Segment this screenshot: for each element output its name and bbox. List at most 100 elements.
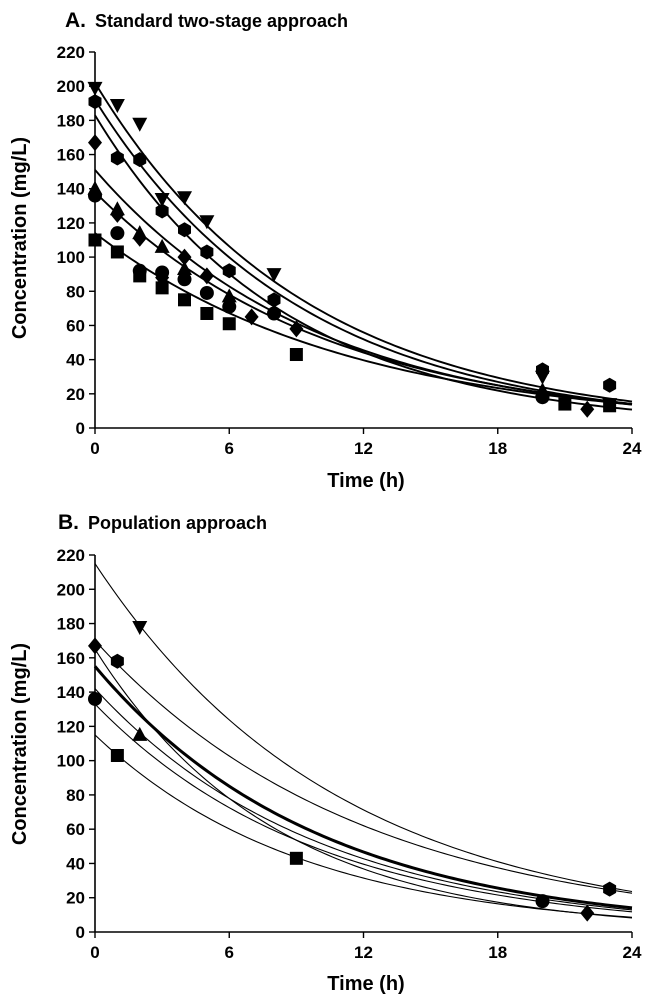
panel-b-population-fit-curve <box>93 665 633 910</box>
panel-a-point-triangle-up <box>154 238 170 253</box>
panel-a-y-tick-label: 0 <box>76 419 85 438</box>
panel-a-point-circle <box>535 390 550 405</box>
panel-a-point-square <box>603 399 617 413</box>
panel-a-x-axis-label: Time (h) <box>327 470 404 492</box>
panel-b-y-tick-label: 60 <box>66 820 85 839</box>
panel-b-y-tick-label: 0 <box>76 923 85 942</box>
panel-a-point-hexagon <box>155 203 169 219</box>
panel-a-point-square <box>110 245 124 259</box>
panel-a-point-diamond <box>244 308 259 326</box>
panel-b-population: B. Population approach Time (h) Concentr… <box>9 511 642 994</box>
panel-a-fit-curve-diamond <box>94 114 633 411</box>
panel-a-point-hexagon <box>536 362 549 378</box>
panel-b-point-circle <box>535 894 550 909</box>
panel-a-point-circle <box>267 306 281 321</box>
panel-b-y-tick-label: 120 <box>57 717 85 736</box>
panel-a-point-square <box>222 317 236 331</box>
panel-a-y-tick-label: 100 <box>57 248 85 267</box>
panel-a-point-square <box>558 397 572 411</box>
panel-a-x-tick-label: 24 <box>623 439 642 458</box>
panel-a-point-diamond <box>289 320 304 338</box>
panel-a-point-circle <box>110 226 125 241</box>
panel-a-point-square <box>289 348 303 362</box>
panel-a-y-tick-label: 60 <box>66 316 85 335</box>
panel-a-y-tick-label: 80 <box>66 282 85 301</box>
panel-b-y-tick-label: 160 <box>57 649 85 668</box>
panel-b-y-tick-label: 180 <box>57 615 85 634</box>
panel-a-y-tick-label: 200 <box>57 77 85 96</box>
panel-b-fit-curve-triangle-up <box>94 688 633 911</box>
panel-a-y-tick-label: 160 <box>57 146 85 165</box>
panel-a-y-tick-label: 220 <box>57 43 85 62</box>
panel-b-letter: B. <box>58 511 79 534</box>
panel-a-point-hexagon <box>133 152 147 168</box>
panel-a-point-triangle-down <box>177 191 192 206</box>
panel-a-point-triangle-down <box>266 268 282 283</box>
panel-b-y-tick-label: 200 <box>57 580 85 599</box>
panel-a-point-square <box>88 233 102 247</box>
panel-b-point-diamond <box>580 904 595 922</box>
panel-b-x-tick-label: 12 <box>354 943 373 962</box>
panel-a-point-triangle-up <box>132 225 148 240</box>
panel-a-point-hexagon <box>88 94 102 110</box>
panel-a-point-hexagon <box>267 292 281 308</box>
panel-b-y-tick-label: 140 <box>57 683 85 702</box>
panel-b-y-tick-label: 40 <box>66 854 85 873</box>
panel-b-fit-curve-circle <box>94 703 633 913</box>
panel-b-x-tick-label: 6 <box>225 943 234 962</box>
panel-b-fit-curve-square <box>94 734 633 918</box>
panel-a-point-diamond <box>199 267 214 285</box>
panel-a-point-triangle-down <box>199 215 215 230</box>
panel-a-y-tick-label: 120 <box>57 214 85 233</box>
panel-a-fit-curve-square <box>94 232 633 406</box>
panel-b-y-tick-label: 80 <box>66 786 85 805</box>
panel-a-point-triangle-up <box>109 201 125 216</box>
panel-b-point-hexagon <box>603 881 617 897</box>
panel-a-y-axis-label: Concentration (mg/L) <box>9 137 31 339</box>
panel-b-x-tick-label: 24 <box>623 943 642 962</box>
panel-a-y-tick-label: 180 <box>57 111 85 130</box>
panel-a-point-hexagon <box>222 263 236 279</box>
panel-a-point-hexagon <box>178 222 191 238</box>
panel-b-point-diamond <box>88 637 102 655</box>
panel-a-point-triangle-down <box>109 98 125 113</box>
panel-a-point-diamond <box>88 134 102 152</box>
panel-b-point-square <box>289 851 303 865</box>
panel-a-x-tick-label: 12 <box>354 439 373 458</box>
panel-a-fit-curve-triangle-down <box>94 82 633 403</box>
panel-b-point-triangle-up <box>132 726 148 741</box>
panel-b-x-tick-label: 18 <box>488 943 507 962</box>
panel-a-point-square <box>200 306 214 320</box>
panel-b-y-tick-label: 220 <box>57 546 85 565</box>
panel-a-y-tick-label: 40 <box>66 351 85 370</box>
panel-a-point-triangle-up <box>177 261 192 276</box>
panel-a-fit-curve-hexagon <box>94 99 633 405</box>
panel-b-y-tick-label: 20 <box>66 889 85 908</box>
panel-b-y-axis-label: Concentration (mg/L) <box>9 643 31 845</box>
panel-a-standard-two-stage: A. Standard two-stage approach Time (h) … <box>9 9 642 492</box>
panel-b-x-axis-label: Time (h) <box>327 973 404 994</box>
panel-a-point-diamond <box>177 248 192 266</box>
panel-a-title: Standard two-stage approach <box>95 11 348 31</box>
panel-a-y-tick-label: 140 <box>57 180 85 199</box>
panel-a-x-tick-label: 0 <box>90 439 99 458</box>
panel-b-x-tick-label: 0 <box>90 943 99 962</box>
panel-a-x-tick-label: 18 <box>488 439 507 458</box>
panel-a-point-hexagon <box>603 377 617 393</box>
panel-a-point-square <box>155 281 169 295</box>
panel-b-point-square <box>110 748 124 762</box>
panel-a-point-circle <box>88 188 102 203</box>
panel-b-fit-curve-hexagon <box>94 640 633 894</box>
panel-b-y-tick-label: 100 <box>57 752 85 771</box>
panel-a-y-tick-label: 20 <box>66 385 85 404</box>
panel-a-point-triangle-up <box>221 288 237 303</box>
panel-a-point-hexagon <box>110 150 124 166</box>
panel-b-point-circle <box>88 691 102 706</box>
panel-a-point-square <box>133 269 147 283</box>
panel-a-x-tick-label: 6 <box>225 439 234 458</box>
panel-b-fit-curve-triangle-down <box>94 563 633 893</box>
panel-a-letter: A. <box>65 9 86 32</box>
panel-a-point-circle <box>222 299 237 314</box>
panel-a-point-hexagon <box>200 244 214 260</box>
